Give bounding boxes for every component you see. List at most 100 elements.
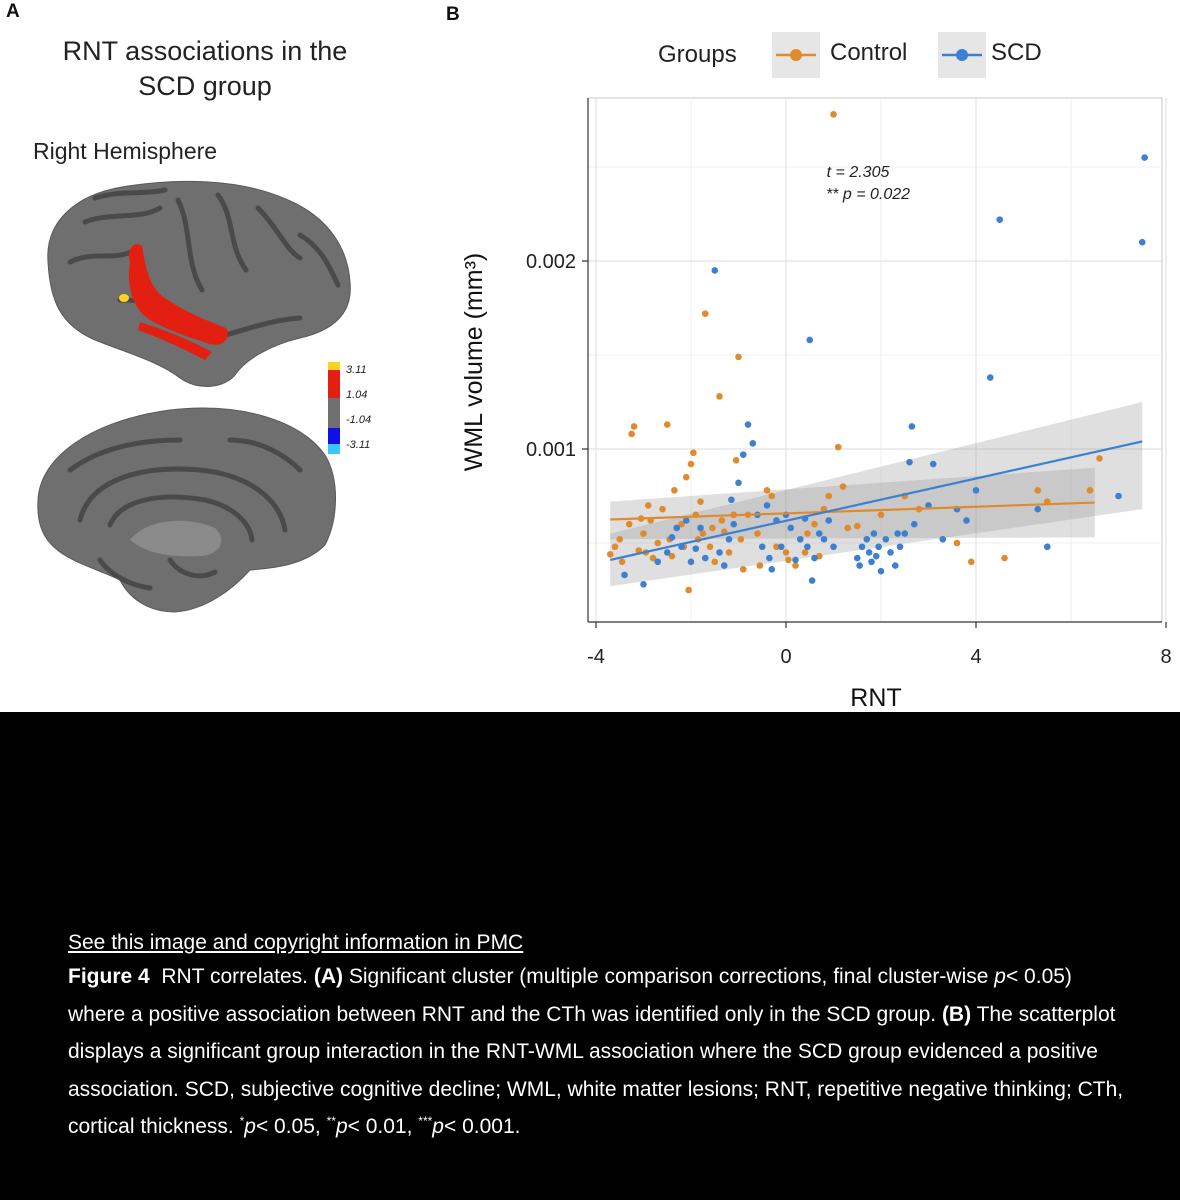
point-scd	[856, 562, 863, 569]
panel-a-letter: A	[6, 1, 20, 22]
point-control	[792, 562, 799, 569]
point-control	[682, 473, 690, 481]
brain-surface-render	[37, 180, 351, 613]
point-scd	[870, 530, 878, 537]
point-control	[606, 550, 614, 558]
star-1: *	[239, 1114, 245, 1128]
point-scd	[796, 535, 804, 543]
panel-b-letter: B	[446, 4, 460, 25]
point-scd	[963, 517, 970, 524]
y-axis-title: WML volume (mm³)	[460, 253, 488, 472]
fit-lines	[610, 440, 1143, 561]
point-scd	[882, 535, 890, 543]
point-scd	[725, 535, 733, 543]
point-control	[785, 556, 792, 564]
point-control	[1096, 455, 1103, 462]
figure-caption: See this image and copyright information…	[68, 928, 1128, 1146]
cluster-peak	[119, 294, 129, 302]
point-control	[839, 483, 847, 490]
point-control	[628, 430, 635, 438]
star-2: **	[326, 1114, 336, 1128]
fit-line-scd	[610, 440, 1143, 561]
scatter-chart: Groups Control SCD -4 0 4 8 0.001 0.002 RNT WML v…	[460, 32, 1172, 712]
point-control	[654, 539, 662, 547]
point-scd	[763, 502, 771, 509]
point-scd	[701, 554, 709, 562]
point-scd	[853, 554, 861, 562]
x-tick-label: 8	[1160, 646, 1171, 668]
point-scd	[682, 517, 690, 524]
point-scd	[877, 567, 885, 575]
p-symbol-3: p	[432, 1115, 444, 1138]
point-scd	[668, 534, 676, 541]
significant-cluster	[128, 244, 228, 345]
point-control	[678, 520, 685, 528]
point-control	[699, 530, 707, 537]
panel-a-title: RNT associations in the SCD group	[30, 34, 380, 104]
point-control	[768, 492, 776, 500]
point-scd	[929, 460, 937, 468]
point-control	[1001, 554, 1008, 562]
point-scd	[804, 543, 811, 551]
copyright-link[interactable]: See this image and copyright information…	[68, 931, 524, 954]
point-scd	[716, 549, 723, 556]
point-scd	[986, 374, 994, 381]
point-scd	[749, 440, 757, 447]
panel-a-title-line1: RNT associations in the	[62, 36, 348, 66]
legend-label-control: Control	[830, 39, 907, 66]
point-control	[756, 562, 764, 569]
point-control	[739, 566, 747, 573]
point-control	[687, 460, 695, 468]
point-control	[697, 498, 704, 505]
point-scd	[1043, 543, 1051, 551]
colorbar-label-3: -1.04	[346, 414, 372, 426]
sig-2: < 0.01,	[347, 1115, 413, 1138]
point-control	[716, 393, 723, 400]
legend-dot-control	[790, 49, 802, 61]
point-scd	[863, 535, 871, 543]
point-scd	[1141, 154, 1148, 161]
point-scd	[739, 451, 747, 458]
point-scd	[820, 535, 828, 543]
legend-dot-scd	[956, 49, 968, 61]
point-control	[685, 586, 692, 594]
point-scd	[787, 524, 795, 532]
point-control	[618, 558, 626, 566]
point-control	[711, 558, 719, 566]
panel-a-title-line2: SCD group	[138, 71, 272, 101]
point-control	[644, 502, 652, 509]
point-scd	[768, 566, 776, 573]
point-scd	[996, 216, 1004, 223]
point-control	[830, 111, 837, 118]
point-scd	[654, 558, 662, 566]
point-control	[804, 530, 811, 537]
x-tick-label: 4	[970, 646, 981, 668]
point-scd	[868, 558, 875, 566]
sig-1: < 0.05,	[255, 1115, 321, 1138]
legend-label-scd: SCD	[991, 39, 1042, 66]
part-a-text-1: Significant cluster (multiple comparison…	[348, 965, 995, 988]
annotation-t: t = 2.305	[827, 164, 890, 181]
point-control	[735, 353, 742, 361]
point-scd	[891, 562, 899, 569]
point-scd	[858, 543, 866, 551]
point-control	[877, 511, 885, 519]
annotation-p: ** p = 0.022	[826, 186, 910, 203]
point-scd	[697, 524, 704, 532]
point-control	[732, 456, 740, 464]
point-control	[834, 443, 842, 451]
point-scd	[792, 556, 799, 564]
point-control	[718, 517, 726, 524]
point-scd	[825, 517, 833, 524]
point-scd	[711, 267, 719, 274]
legend: Groups Control SCD	[658, 32, 1042, 78]
point-scd	[766, 554, 773, 562]
point-scd	[806, 336, 814, 344]
point-scd	[687, 558, 695, 566]
point-control	[616, 535, 624, 543]
point-scd	[777, 543, 785, 551]
point-scd	[735, 479, 742, 487]
point-scd	[908, 423, 916, 430]
star-3: ***	[418, 1114, 433, 1128]
point-scd	[720, 562, 728, 569]
